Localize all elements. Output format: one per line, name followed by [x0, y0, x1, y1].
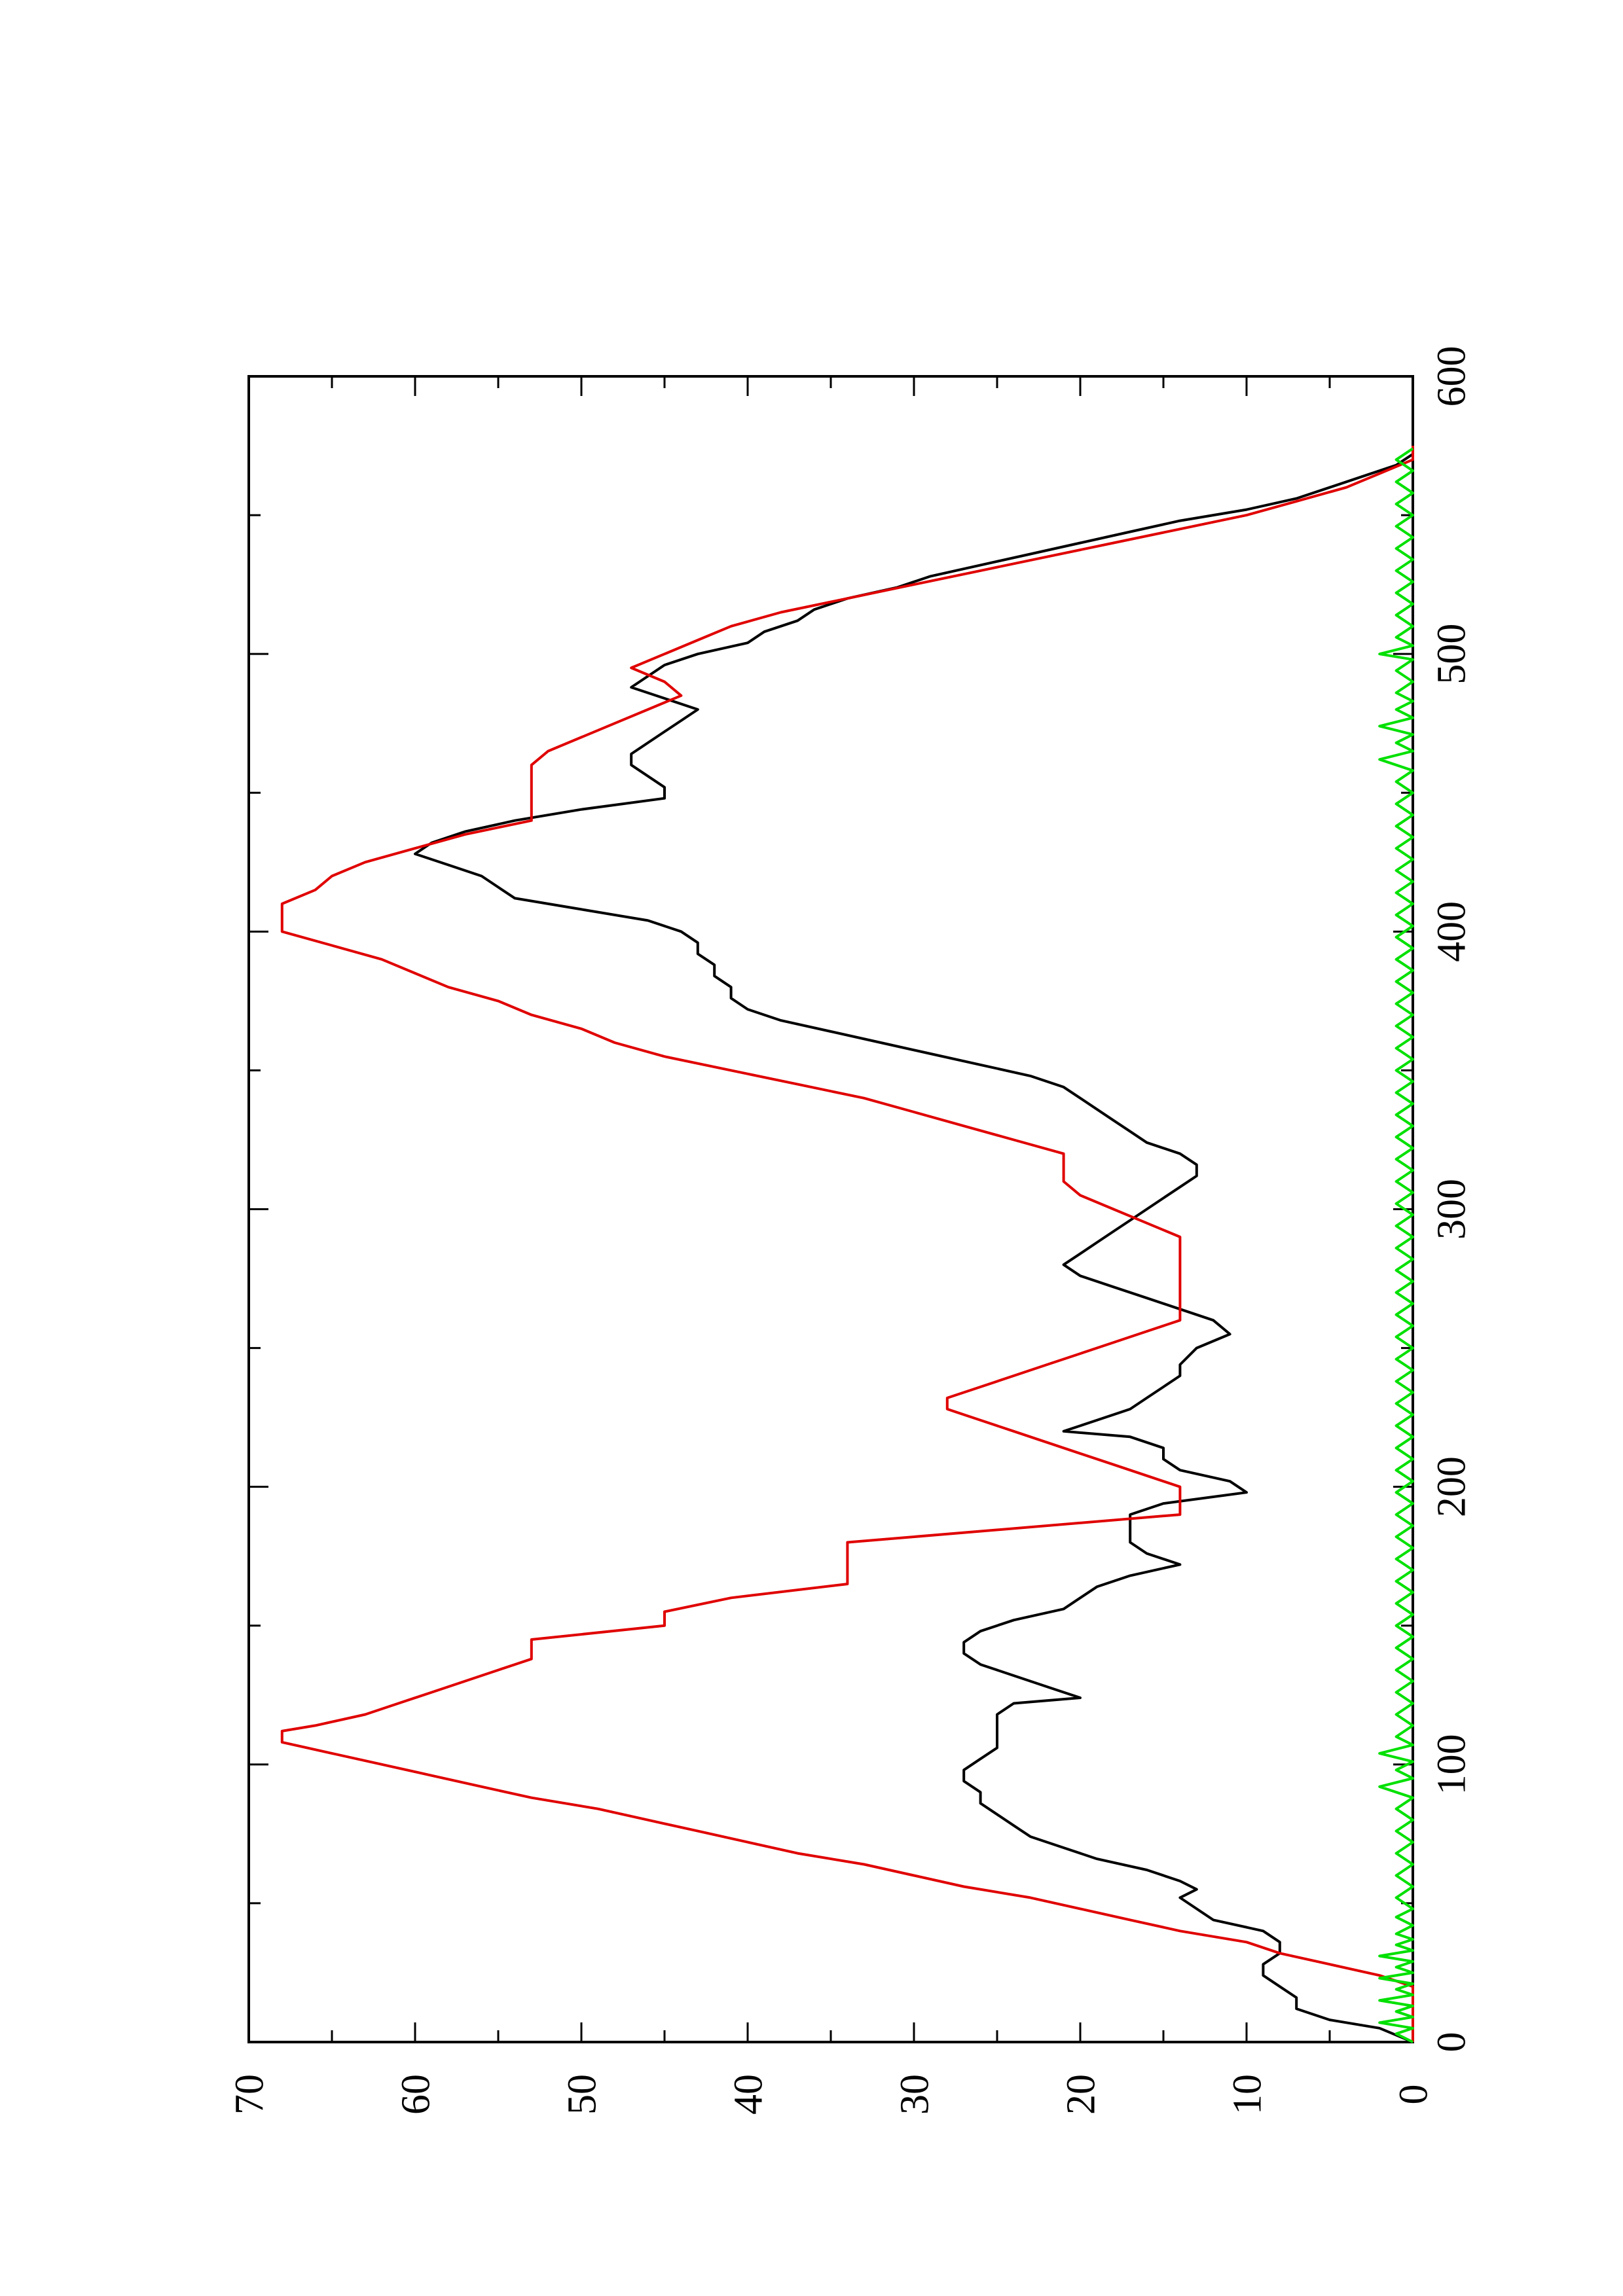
axis-tick-labels: 0 100 200 300 400 500 600 0 10 20 30 40 50 60 70	[228, 346, 1474, 2115]
y-tick-label: 20	[1059, 2074, 1104, 2115]
x-tick-label: 100	[1430, 1734, 1474, 1795]
x-tick-label: 0	[1430, 2032, 1474, 2053]
axis-ticks	[247, 375, 1414, 2043]
x-tick-label: 400	[1430, 901, 1474, 962]
x-tick-label: 200	[1430, 1456, 1474, 1517]
y-tick-label: 60	[394, 2074, 439, 2115]
y-tick-label: 50	[560, 2074, 605, 2115]
y-tick-label: 30	[893, 2074, 938, 2115]
y-tick-label: 10	[1226, 2074, 1270, 2115]
x-tick-label: 600	[1430, 346, 1474, 407]
series-group	[280, 442, 1414, 2043]
y-tick-label: 70	[228, 2074, 272, 2115]
plot-frame	[247, 375, 1414, 2043]
series-line-3	[1378, 447, 1414, 2043]
series-line-2	[280, 446, 1414, 2042]
y-tick-label: 0	[1392, 2085, 1436, 2105]
x-tick-label: 500	[1430, 624, 1474, 685]
series-line-1	[414, 442, 1414, 2043]
x-tick-label: 300	[1430, 1179, 1474, 1240]
y-tick-label: 40	[727, 2074, 771, 2115]
